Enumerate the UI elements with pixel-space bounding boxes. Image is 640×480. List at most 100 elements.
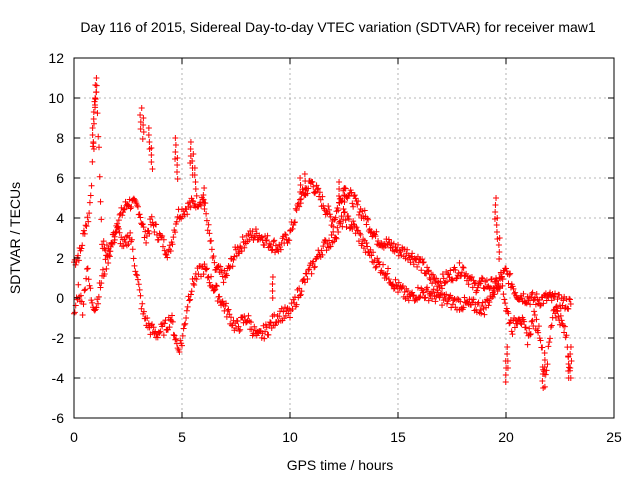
data-point [418,267,425,274]
data-point [434,287,441,294]
data-point [143,239,150,246]
data-point [567,365,574,371]
data-point [410,292,417,299]
data-point [251,234,258,241]
data-point [191,172,198,178]
data-point [502,372,509,378]
data-point [556,291,563,298]
data-point [161,247,168,254]
data-point [449,277,456,284]
data-point [319,193,326,200]
data-point [272,322,279,329]
data-point [87,285,94,292]
data-point [136,211,143,218]
data-point [90,146,97,152]
data-point [492,279,499,286]
data-point [493,229,500,235]
data-point [563,332,570,339]
data-point [105,252,112,259]
data-point [527,331,534,338]
grid-lines [74,58,614,418]
data-point [134,203,141,210]
data-point [385,265,392,272]
data-point [301,171,308,177]
data-point [289,225,296,232]
data-point [89,132,96,138]
data-point [138,305,145,312]
data-point [408,253,415,260]
data-point [503,268,510,275]
data-point [167,247,174,254]
data-point [206,279,213,286]
data-point [529,317,536,324]
data-point [326,206,333,213]
data-point [236,327,243,334]
data-point [193,192,200,199]
data-point [224,307,231,314]
data-point [558,317,565,324]
data-point [363,221,370,228]
data-point [212,286,219,293]
y-tick-label: 0 [56,290,64,306]
data-point [342,217,349,224]
data-point [315,185,322,192]
data-point [203,265,210,272]
data-point [493,195,500,201]
data-point [210,253,217,260]
data-point [85,218,92,225]
data-point [311,263,318,270]
data-point [341,185,348,191]
data-point [541,357,548,363]
data-point [566,295,573,302]
data-point [267,319,274,326]
data-point [148,152,155,158]
data-point [92,82,99,88]
data-point [554,296,561,303]
data-point [363,240,370,246]
data-point [345,213,352,220]
data-point [145,132,152,138]
data-point [505,310,512,317]
data-point [172,149,179,155]
data-point [327,213,334,220]
data-point [228,314,235,321]
data-point [473,287,480,294]
data-point [293,301,300,308]
data-point [310,183,317,190]
data-point [565,361,572,367]
data-point [115,217,122,224]
data-point [278,305,285,312]
data-point [137,292,144,299]
data-point [267,241,274,248]
data-point [271,311,278,318]
data-point [474,284,481,291]
data-point [554,308,561,315]
x-tick-label: 20 [498,429,514,445]
data-point [90,139,97,145]
data-point [509,283,516,290]
data-point [560,297,567,304]
data-point [465,281,472,288]
data-point [399,283,406,290]
x-tick-label: 0 [70,429,78,445]
data-point [137,112,144,118]
data-point [183,315,190,322]
data-point [128,204,135,211]
data-point [276,313,283,320]
data-point [208,246,215,253]
data-point [335,207,342,214]
data-point [439,302,446,309]
data-point [440,275,447,282]
data-point [170,331,177,338]
data-point [122,239,129,246]
data-point [83,265,90,272]
data-point [145,125,152,131]
data-point [235,323,242,330]
x-tick-label: 25 [606,429,622,445]
data-point [103,242,110,249]
data-point [92,102,99,108]
data-point [336,179,343,185]
data-point [313,182,320,189]
data-point [429,271,436,278]
data-point [565,375,572,381]
